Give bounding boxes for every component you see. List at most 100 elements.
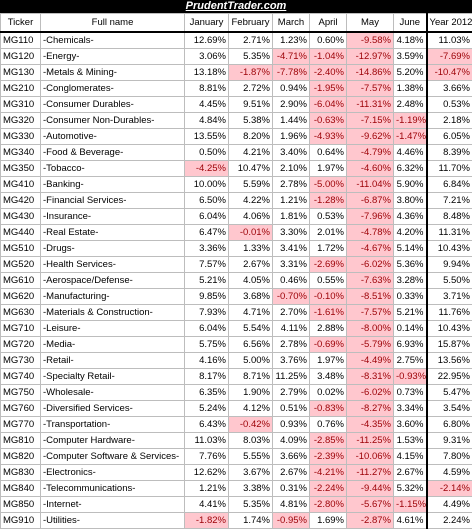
cell-march[interactable]: -4.71% [273, 49, 310, 65]
cell-march[interactable]: 3.31% [273, 257, 310, 273]
cell-january[interactable]: 6.43% [185, 417, 229, 433]
cell-february[interactable]: 10.47% [229, 161, 273, 177]
cell-june[interactable]: 5.32% [394, 481, 427, 497]
cell-june[interactable]: 5.90% [394, 177, 427, 193]
cell-june[interactable]: 4.61% [394, 513, 427, 529]
cell-march[interactable]: 2.78% [273, 337, 310, 353]
cell-february[interactable]: 2.67% [229, 257, 273, 273]
cell-may[interactable]: -14.86% [347, 65, 394, 81]
cell-march[interactable]: 0.31% [273, 481, 310, 497]
cell-year-2012[interactable]: 11.03% [427, 32, 472, 49]
cell-year-2012[interactable]: 6.80% [427, 417, 472, 433]
cell-january[interactable]: 0.50% [185, 145, 229, 161]
cell-april[interactable]: 0.55% [310, 273, 347, 289]
cell-january[interactable]: 6.04% [185, 209, 229, 225]
cell-may[interactable]: -4.67% [347, 241, 394, 257]
cell-june[interactable]: 3.28% [394, 273, 427, 289]
cell-full-name[interactable]: -Banking- [41, 177, 185, 193]
cell-year-2012[interactable]: 2.18% [427, 113, 472, 129]
cell-full-name[interactable]: -Conglomerates- [41, 81, 185, 97]
cell-ticker[interactable]: MG630 [1, 305, 41, 321]
cell-year-2012[interactable]: 13.56% [427, 353, 472, 369]
cell-january[interactable]: 7.76% [185, 449, 229, 465]
cell-april[interactable]: 1.72% [310, 241, 347, 257]
cell-ticker[interactable]: MG850 [1, 497, 41, 513]
cell-ticker[interactable]: MG810 [1, 433, 41, 449]
cell-april[interactable]: 1.97% [310, 161, 347, 177]
cell-march[interactable]: -0.70% [273, 289, 310, 305]
cell-january[interactable]: 13.18% [185, 65, 229, 81]
cell-march[interactable]: 11.25% [273, 369, 310, 385]
cell-year-2012[interactable]: -2.14% [427, 481, 472, 497]
cell-ticker[interactable]: MG510 [1, 241, 41, 257]
cell-january[interactable]: 1.21% [185, 481, 229, 497]
cell-full-name[interactable]: -Aerospace/Defense- [41, 273, 185, 289]
cell-june[interactable]: 4.18% [394, 32, 427, 49]
cell-ticker[interactable]: MG730 [1, 353, 41, 369]
cell-may[interactable]: -2.87% [347, 513, 394, 529]
cell-june[interactable]: -1.47% [394, 129, 427, 145]
cell-june[interactable]: 5.36% [394, 257, 427, 273]
cell-march[interactable]: 2.10% [273, 161, 310, 177]
cell-february[interactable]: 6.56% [229, 337, 273, 353]
cell-february[interactable]: 1.33% [229, 241, 273, 257]
cell-april[interactable]: 2.88% [310, 321, 347, 337]
cell-year-2012[interactable]: 7.21% [427, 193, 472, 209]
cell-ticker[interactable]: MG120 [1, 49, 41, 65]
cell-june[interactable]: 0.33% [394, 289, 427, 305]
cell-march[interactable]: 4.81% [273, 497, 310, 513]
cell-february[interactable]: 3.68% [229, 289, 273, 305]
cell-january[interactable]: 7.93% [185, 305, 229, 321]
cell-ticker[interactable]: MG710 [1, 321, 41, 337]
cell-full-name[interactable]: -Wholesale- [41, 385, 185, 401]
cell-february[interactable]: 4.12% [229, 401, 273, 417]
cell-june[interactable]: -1.15% [394, 497, 427, 513]
cell-february[interactable]: 5.55% [229, 449, 273, 465]
cell-january[interactable]: 4.45% [185, 97, 229, 113]
cell-full-name[interactable]: -Materials & Construction- [41, 305, 185, 321]
cell-ticker[interactable]: MG830 [1, 465, 41, 481]
cell-full-name[interactable]: -Transportation- [41, 417, 185, 433]
cell-march[interactable]: 4.09% [273, 433, 310, 449]
cell-may[interactable]: -11.25% [347, 433, 394, 449]
cell-full-name[interactable]: -Food & Beverage- [41, 145, 185, 161]
cell-february[interactable]: 9.51% [229, 97, 273, 113]
cell-ticker[interactable]: MG760 [1, 401, 41, 417]
cell-february[interactable]: 4.06% [229, 209, 273, 225]
cell-year-2012[interactable]: 6.05% [427, 129, 472, 145]
cell-march[interactable]: 3.41% [273, 241, 310, 257]
cell-may[interactable]: -11.04% [347, 177, 394, 193]
cell-june[interactable]: 6.32% [394, 161, 427, 177]
cell-may[interactable]: -4.79% [347, 145, 394, 161]
cell-april[interactable]: 0.60% [310, 32, 347, 49]
cell-january[interactable]: 6.47% [185, 225, 229, 241]
cell-february[interactable]: 5.35% [229, 497, 273, 513]
cell-march[interactable]: 1.21% [273, 193, 310, 209]
cell-ticker[interactable]: MG520 [1, 257, 41, 273]
cell-february[interactable]: 8.20% [229, 129, 273, 145]
cell-may[interactable]: -4.60% [347, 161, 394, 177]
cell-june[interactable]: -1.19% [394, 113, 427, 129]
cell-april[interactable]: -1.61% [310, 305, 347, 321]
cell-year-2012[interactable]: 9.31% [427, 433, 472, 449]
cell-january[interactable]: 9.85% [185, 289, 229, 305]
cell-may[interactable]: -11.31% [347, 97, 394, 113]
cell-april[interactable]: -0.63% [310, 113, 347, 129]
cell-march[interactable]: 3.66% [273, 449, 310, 465]
cell-april[interactable]: 0.53% [310, 209, 347, 225]
cell-may[interactable]: -4.35% [347, 417, 394, 433]
cell-january[interactable]: 6.50% [185, 193, 229, 209]
cell-january[interactable]: 4.41% [185, 497, 229, 513]
cell-may[interactable]: -6.87% [347, 193, 394, 209]
cell-june[interactable]: 4.36% [394, 209, 427, 225]
cell-march[interactable]: -0.95% [273, 513, 310, 529]
cell-march[interactable]: 0.93% [273, 417, 310, 433]
cell-january[interactable]: 5.24% [185, 401, 229, 417]
cell-june[interactable]: 5.20% [394, 65, 427, 81]
cell-april[interactable]: -1.28% [310, 193, 347, 209]
cell-april[interactable]: 1.97% [310, 353, 347, 369]
cell-january[interactable]: 10.00% [185, 177, 229, 193]
cell-full-name[interactable]: -Tobacco- [41, 161, 185, 177]
cell-february[interactable]: 5.00% [229, 353, 273, 369]
cell-january[interactable]: 12.69% [185, 32, 229, 49]
